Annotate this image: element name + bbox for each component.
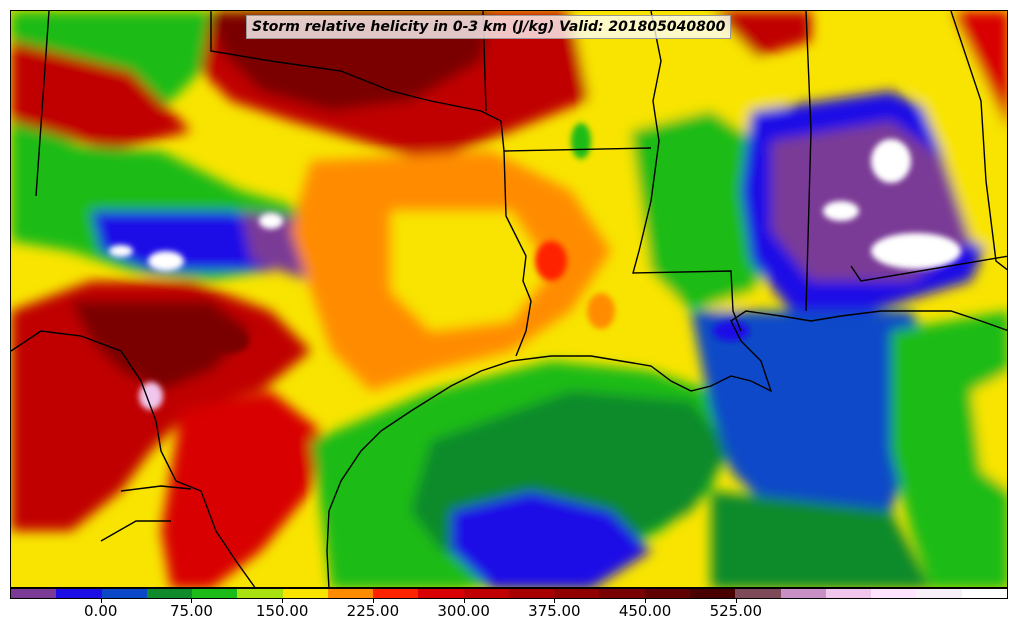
colorbar-tick-label: 0.00 (84, 602, 118, 620)
colorbar-tick-mark (645, 599, 647, 603)
colorbar-tick-label: 75.00 (169, 602, 213, 620)
colorbar-segment (373, 589, 419, 598)
helicity-field-map (11, 11, 1007, 587)
colorbar-tick-mark (735, 599, 737, 603)
colorbar-segment (56, 589, 102, 598)
colorbar-segment (825, 589, 872, 598)
colorbar-segment (689, 589, 736, 598)
colorbar-tick-mark (191, 599, 193, 603)
colorbar-segment (916, 589, 962, 598)
colorbar-segment (871, 589, 917, 598)
colorbar-segment (282, 589, 328, 598)
colorbar-segment (11, 589, 57, 598)
colorbar-segment (961, 589, 1007, 598)
colorbar-tick-mark (372, 599, 374, 603)
colorbar-tick-mark (282, 599, 284, 603)
colorbar-segment (554, 589, 600, 598)
colorbar-tick-label: 375.00 (528, 602, 581, 620)
colorbar-tick-mark (554, 599, 556, 603)
map-panel (10, 10, 1008, 588)
colorbar-tick-label: 300.00 (437, 602, 490, 620)
colorbar-segment (644, 589, 690, 598)
colorbar-segment (237, 589, 283, 598)
colorbar-ticks: 0.00 75.00 150.00 225.00 300.00 375.00 450.00 5… (10, 599, 1008, 629)
colorbar-tick-mark (100, 599, 102, 603)
colorbar-tick-label: 150.00 (255, 602, 309, 620)
colorbar-segment (780, 589, 826, 598)
colorbar-segment (192, 589, 238, 598)
colorbar-tick-label: 525.00 (709, 602, 763, 620)
colorbar-tick-label: 225.00 (346, 602, 400, 620)
colorbar-segment (463, 589, 509, 598)
colorbar (10, 588, 1008, 599)
colorbar-segment (508, 589, 555, 598)
colorbar-segment (101, 589, 147, 598)
colorbar-tick-label: 450.00 (618, 602, 672, 620)
colorbar-segment (327, 589, 374, 598)
map-title: Storm relative helicity in 0-3 km (J/kg)… (246, 15, 732, 39)
colorbar-tick-mark (463, 599, 465, 603)
colorbar-segment (735, 589, 781, 598)
coastline (326, 310, 1007, 587)
colorbar-segment (146, 589, 193, 598)
colorbar-segment (418, 589, 464, 598)
state-borders (11, 11, 1007, 587)
colorbar-segment (599, 589, 645, 598)
